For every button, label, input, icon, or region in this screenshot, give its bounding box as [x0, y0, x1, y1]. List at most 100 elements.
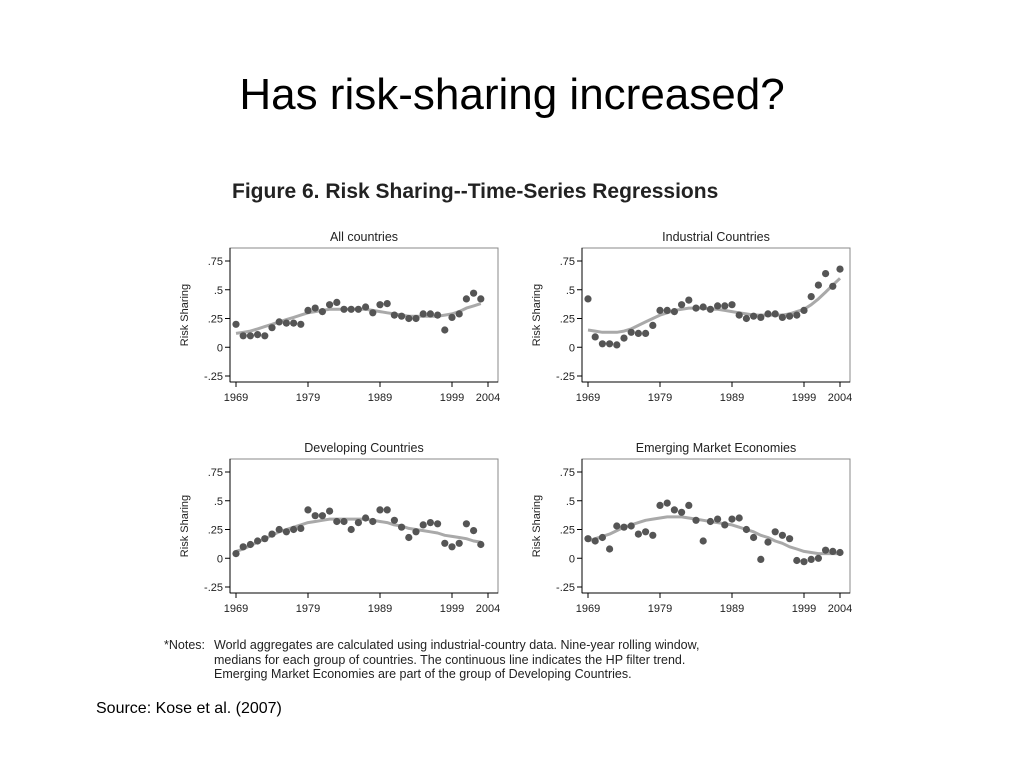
data-point	[376, 506, 384, 514]
data-point	[591, 333, 599, 341]
data-point	[441, 539, 449, 547]
data-point	[441, 326, 449, 334]
data-point	[333, 517, 341, 526]
data-point	[390, 516, 398, 524]
data-point	[412, 528, 420, 536]
y-tick-label: .25	[560, 314, 575, 326]
data-point	[268, 324, 276, 332]
y-axis-label: Risk Sharing	[179, 284, 191, 346]
data-point	[656, 306, 664, 314]
data-point	[678, 508, 686, 516]
data-point	[778, 313, 787, 321]
panel-title: Developing Countries	[304, 441, 424, 455]
data-point	[786, 535, 794, 543]
data-point	[304, 506, 312, 514]
chart-panel: All countries -.25 0 .25 .5 .75 1969 1979 1989 19…	[179, 230, 500, 404]
data-point	[642, 528, 650, 536]
data-point	[282, 319, 290, 327]
x-tick-label: 1979	[296, 603, 320, 615]
data-point	[742, 525, 751, 534]
x-tick-label: 1999	[792, 392, 816, 404]
data-point	[678, 301, 686, 309]
data-point	[448, 543, 456, 551]
x-tick-label: 1969	[224, 392, 248, 404]
data-point	[311, 304, 319, 312]
data-point	[728, 301, 736, 309]
x-tick-label: 1979	[296, 392, 320, 404]
data-point	[814, 554, 823, 562]
data-point	[786, 312, 794, 320]
data-point	[455, 539, 463, 547]
data-point	[634, 329, 643, 337]
data-point	[304, 306, 312, 314]
notes-line: World aggregates are calculated using in…	[214, 638, 700, 652]
data-point	[692, 516, 700, 524]
data-point	[354, 305, 362, 313]
y-tick-label: 0	[569, 553, 575, 565]
y-tick-label: .25	[208, 525, 223, 537]
data-point	[598, 340, 607, 348]
data-point	[757, 313, 765, 321]
data-point	[246, 540, 254, 549]
y-tick-label: -.25	[556, 582, 575, 594]
data-point	[649, 321, 657, 329]
y-tick-label: .75	[560, 256, 575, 268]
data-point	[714, 302, 722, 310]
data-point	[412, 314, 420, 323]
data-point	[318, 512, 326, 520]
trend-line	[587, 515, 840, 556]
data-point	[663, 306, 671, 314]
data-point	[297, 320, 305, 328]
x-tick-label: 1999	[792, 603, 816, 615]
data-point	[670, 506, 679, 514]
y-tick-label: 0	[217, 553, 223, 565]
data-point	[750, 533, 758, 542]
data-point	[290, 525, 298, 534]
data-point	[383, 300, 391, 308]
x-tick-label: 1999	[440, 392, 464, 404]
data-point	[326, 507, 334, 515]
data-point	[282, 528, 290, 536]
data-point	[419, 310, 427, 318]
notes-label: *Notes:	[164, 638, 205, 652]
data-point	[800, 558, 808, 566]
data-point	[699, 537, 707, 545]
data-point	[627, 522, 635, 530]
data-point	[778, 531, 787, 539]
data-point	[764, 538, 772, 546]
data-point	[829, 547, 837, 556]
data-point	[699, 303, 707, 311]
chart-panel: Emerging Market Economies -.25 0 .25 .5 .75 19…	[531, 441, 852, 615]
x-tick-label: 1989	[368, 603, 392, 615]
x-tick-label: 1969	[224, 603, 248, 615]
data-point	[261, 332, 269, 340]
y-tick-label: .25	[208, 314, 223, 326]
panel-title: All countries	[330, 230, 398, 244]
source-citation: Source: Kose et al. (2007)	[96, 700, 282, 717]
data-point	[642, 329, 650, 337]
data-point	[254, 331, 262, 339]
data-point	[606, 340, 614, 348]
x-tick-label: 1999	[440, 603, 464, 615]
x-tick-label: 2004	[828, 392, 852, 404]
data-point	[814, 281, 823, 289]
panel-title: Industrial Countries	[662, 230, 770, 244]
y-tick-label: -.25	[204, 582, 223, 594]
data-point	[290, 319, 298, 327]
x-tick-label: 2004	[476, 603, 500, 615]
data-point	[584, 535, 592, 543]
data-point	[742, 314, 751, 323]
data-point	[405, 533, 413, 542]
data-point	[757, 555, 765, 564]
plot-frame	[229, 458, 499, 594]
data-point	[735, 311, 743, 319]
data-point	[822, 270, 830, 278]
y-tick-label: .5	[566, 496, 575, 508]
notes-line: medians for each group of countries. The…	[214, 652, 686, 667]
data-point	[455, 310, 463, 318]
x-tick-label: 1979	[648, 392, 672, 404]
trend-line	[587, 277, 842, 334]
data-point	[750, 312, 758, 320]
data-point	[613, 522, 621, 530]
data-point	[261, 535, 269, 543]
